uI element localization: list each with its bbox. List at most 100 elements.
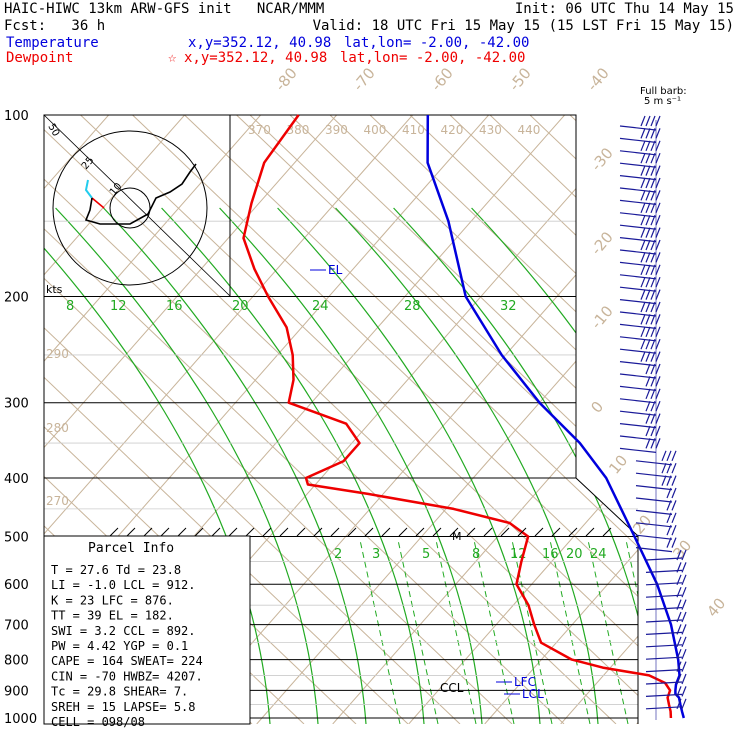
wind-barb-flag [640,351,646,362]
wind-barb [619,137,657,143]
header-forecast: Fcst: 36 h [4,18,106,34]
isotherm-label: -10 [587,302,617,332]
wind-barb-flag [676,611,682,623]
moist-adiabat-line [103,207,367,724]
hatch-mark [330,527,340,537]
wind-barb [619,125,657,131]
dry-adiabat-line [44,115,638,724]
parcel-row: K = 23 LFC = 876. [51,593,174,607]
wind-barb-flag [650,363,656,375]
hatch-mark [160,527,170,537]
hatch-mark [398,527,408,537]
theta-label: 410 [402,123,425,137]
legend-temperature: Temperature [6,35,99,51]
wind-barb-flag [640,165,646,176]
isotherm-line [713,115,740,724]
theta-label: 380 [287,123,310,137]
wind-barb-flag [650,214,656,226]
wind-barb-flag [676,636,682,648]
isotherm-line [484,115,638,724]
wind-barb-flag [640,252,646,263]
wind-barb-flag [661,475,667,486]
wind-barb-flag [655,165,661,176]
wind-barb-flag [666,500,672,511]
wind-barb-flag [650,289,656,300]
wind-barb [645,681,683,685]
wind-barb-flag [645,264,651,276]
wind-barb-flag [655,152,661,164]
wind-barb-flag [661,462,667,474]
wind-barb-flag [640,239,646,251]
mixing-ratio-label: 12 [110,299,127,314]
wind-barb [619,373,657,379]
wind-barb [619,435,657,441]
hodo-ring-label: 10 [108,181,125,198]
wind-barbs: Full barb:5 m s⁻¹ [619,86,687,720]
wind-barb-flag [671,462,677,474]
hatch-mark [415,527,425,537]
wind-barb-flag [640,177,646,189]
wind-barb-flag [655,264,661,276]
wind-barb-flag [666,487,672,499]
wind-barb-flag [650,314,656,325]
mixing-ratio-label: 8 [66,299,74,314]
wind-barb-flag [676,624,682,635]
mixing-ratio-line [587,539,629,724]
wind-barb-flag [650,239,656,251]
legend-temperature-xy: x,y=352.12, 40.98 [188,35,332,51]
wind-barb-flag [645,152,651,164]
wind-barb [619,299,657,305]
wind-barb-flag [645,165,651,176]
isotherm-line [44,115,262,724]
wind-barb-flag [640,289,646,300]
moist-adiabat-line [335,207,599,724]
isotherm-line [44,115,490,724]
legend-dewpoint: Dewpoint [6,50,74,66]
theta-label: 390 [325,123,348,137]
isotherm-line [256,115,638,724]
wind-barb-flag [650,140,656,152]
isotherm-label: -20 [587,228,617,258]
wind-barb-flag [640,152,646,164]
parcel-info-box: Parcel Info T = 27.6 Td = 23.8LI = -1.0 L… [43,535,251,729]
moist-adiabat-line [55,207,319,724]
wind-barb-flag [650,276,656,288]
hatch-mark [194,527,204,537]
wind-barb [635,460,673,466]
theta-label: 440 [518,123,541,137]
wind-barb-flag [650,128,656,139]
wind-barb-flag [666,512,672,524]
parcel-level-label: CCL [440,681,464,695]
wind-barb-flag [645,202,651,214]
wind-barb-flag [640,190,646,201]
wind-barb-flag [681,611,687,623]
wind-barb-flag [645,214,651,226]
dry-adiabat-line [44,115,461,724]
mixing-ratio-label: 24 [590,547,607,562]
isotherm-label: 40 [703,594,729,620]
wind-barb-flag [655,376,661,387]
wind-barb-flag [650,177,656,189]
dry-adiabat-line [184,115,638,724]
isotherm-line [180,115,638,724]
mixing-ratio-label: 5 [422,547,430,562]
wind-barb-flag [650,326,656,338]
wind-barb-flag [650,413,656,424]
wind-barb-flag [666,462,672,474]
wind-barb-flag [671,512,677,524]
wind-barb-flag [655,202,661,214]
wind-barb [619,348,657,354]
hatch-mark [568,527,578,537]
hatch-mark [483,527,493,537]
dewpoint-star-icon: ☆ [168,50,177,66]
wind-barb [645,582,683,586]
wind-barb-flag [655,351,661,362]
hatch-mark [347,527,357,537]
parcel-row: CAPE = 164 SWEAT= 224 [51,654,203,668]
wind-barb-flag [666,537,672,548]
wind-barb-flag [681,599,687,610]
pressure-tick-label: 100 [4,109,29,124]
hatch-mark [551,527,561,537]
hatch-mark [517,527,527,537]
wind-barb-flag [645,289,651,300]
